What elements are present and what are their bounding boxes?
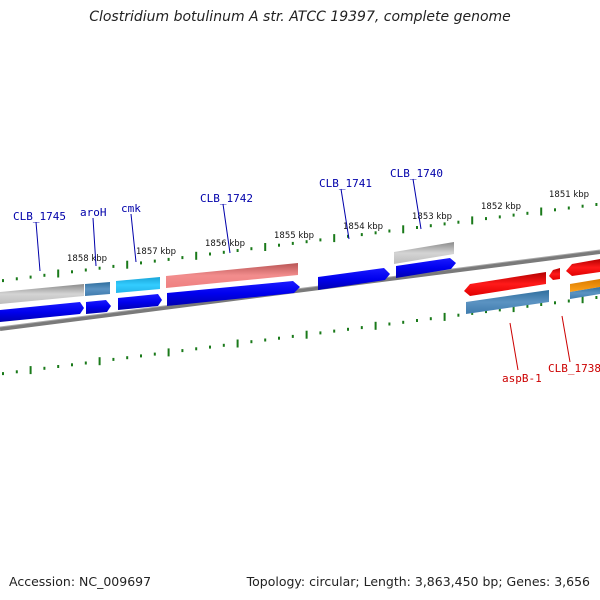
kbp-label-1852: 1852 kbp <box>481 202 521 212</box>
leader-line-aroh <box>92 217 97 267</box>
genome-backbone-highlight <box>0 249 600 328</box>
leader-line-cmk <box>130 213 137 263</box>
gene-label-1742[interactable]: CLB_1742 <box>200 192 253 205</box>
gene-cog-bar-1738-orange[interactable] <box>570 279 600 292</box>
scale-ticks-inner <box>2 295 598 376</box>
kbp-label-1851: 1851 kbp <box>549 190 589 200</box>
leader-line-1742 <box>222 203 231 254</box>
kbp-label-1858: 1858 kbp <box>67 254 107 264</box>
kbp-label-1854: 1854 kbp <box>343 222 383 232</box>
gene-cog-bar-aroh[interactable] <box>85 282 110 296</box>
kbp-label-1856: 1856 kbp <box>205 239 245 249</box>
gene-label-cmk[interactable]: cmk <box>121 202 141 215</box>
gene-arrow-aspb-1[interactable] <box>464 272 546 296</box>
gene-arrow-1741[interactable] <box>318 268 390 290</box>
gene-label-1741[interactable]: CLB_1741 <box>319 177 372 190</box>
gene-arrow-1738a[interactable] <box>549 268 560 280</box>
gene-label-1745[interactable]: CLB_1745 <box>13 210 66 223</box>
leader-line-1745 <box>35 221 41 272</box>
kbp-label-1855: 1855 kbp <box>274 231 314 241</box>
genome-backbone <box>0 250 600 331</box>
gene-arrow-1742[interactable] <box>167 281 300 306</box>
gene-cog-bar-1738-steel[interactable] <box>570 287 600 299</box>
gene-arrow-cmk[interactable] <box>118 294 162 310</box>
gene-arrow-1738b[interactable] <box>566 259 600 276</box>
kbp-label-1853: 1853 kbp <box>412 212 452 222</box>
genome-summary-text: Topology: circular; Length: 3,863,450 bp… <box>246 574 590 589</box>
gene-cog-bar-cmk[interactable] <box>116 277 160 293</box>
leader-line-1741 <box>340 188 350 240</box>
gene-label-aroh[interactable]: aroH <box>80 206 107 219</box>
gene-cog-bar-aspb-1[interactable] <box>466 290 549 314</box>
leader-line-1740 <box>412 178 422 230</box>
gene-label-1738[interactable]: CLB_1738 <box>548 362 600 375</box>
gene-arrow-aroh[interactable] <box>86 300 111 314</box>
scale-ticks-outer <box>2 203 598 283</box>
gene-arrow-1740[interactable] <box>396 258 456 278</box>
gene-label-1740[interactable]: CLB_1740 <box>390 167 443 180</box>
leader-line-aspb-1 <box>509 322 519 371</box>
gene-arrow-1745[interactable] <box>0 302 84 322</box>
leader-line-1738 <box>561 315 571 363</box>
gene-cog-bar-1745[interactable] <box>0 284 84 304</box>
map-title: Clostridium botulinum A str. ATCC 19397,… <box>89 9 511 25</box>
gene-cog-bar-1742[interactable] <box>166 263 298 288</box>
gene-label-aspb-1[interactable]: aspB-1 <box>502 372 542 385</box>
kbp-label-1857: 1857 kbp <box>136 247 176 257</box>
accession-text: Accession: NC_009697 <box>9 574 152 589</box>
gene-cog-bar-1740[interactable] <box>394 242 454 264</box>
